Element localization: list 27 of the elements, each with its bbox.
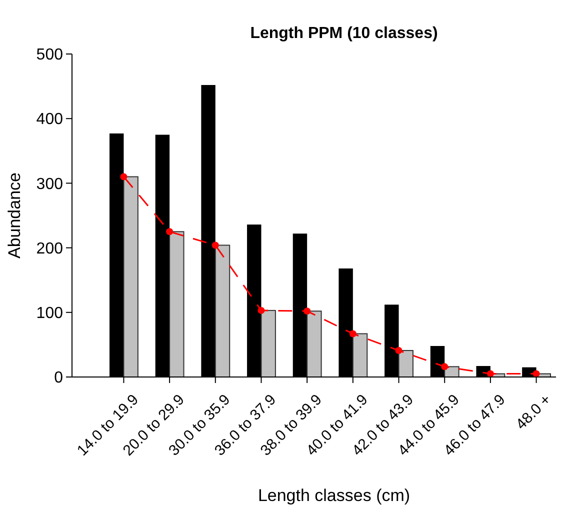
bar [352,333,368,378]
bar [260,310,276,378]
y-tick-label: 500 [36,46,64,64]
bar [306,310,322,378]
point [532,370,540,378]
point [304,308,311,315]
point [212,242,219,249]
chart-title: Length PPM (10 classes) [250,25,438,42]
point [395,347,402,354]
point [166,228,174,236]
point [349,330,356,338]
y-tick-label: 300 [36,176,64,193]
y-tick-label: 100 [36,305,64,322]
point [258,306,265,314]
y-tick-label: 200 [36,240,64,258]
y-tick-label: 0 [54,370,64,387]
bar [123,176,138,378]
y-axis-title: Abundance [5,172,24,259]
y-tick-label: 400 [36,111,64,128]
point [486,370,494,378]
bar [214,244,230,378]
bar [398,350,414,378]
point [441,363,448,370]
x-tick-label: 48.0 + [512,391,555,434]
x-axis-title: Length classes (cm) [258,486,410,505]
point [120,173,128,180]
bar [169,231,184,378]
